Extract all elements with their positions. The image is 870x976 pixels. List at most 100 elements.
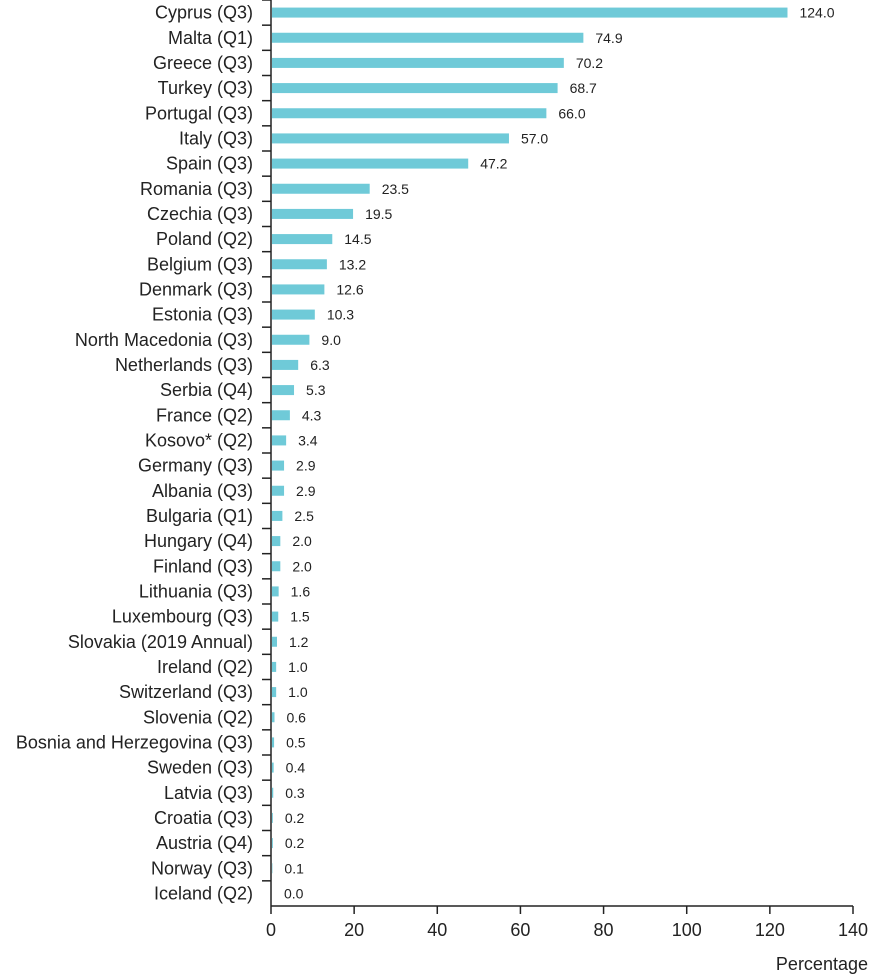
bar — [272, 510, 283, 521]
category-label: Switzerland (Q3) — [119, 682, 253, 702]
bar — [272, 586, 279, 597]
category-label: Belgium (Q3) — [147, 254, 253, 274]
category-label: Albania (Q3) — [152, 481, 253, 501]
category-label: Bulgaria (Q1) — [146, 506, 253, 526]
bar — [272, 133, 509, 144]
bar — [272, 334, 310, 345]
data-label: 19.5 — [365, 206, 392, 222]
bar — [272, 737, 275, 748]
category-label: Croatia (Q3) — [154, 808, 253, 828]
data-label: 1.2 — [289, 634, 309, 650]
data-label: 0.1 — [284, 860, 304, 876]
bar — [272, 309, 315, 320]
data-label: 74.9 — [595, 30, 622, 46]
data-label: 0.5 — [286, 734, 306, 750]
category-label: Slovenia (Q2) — [143, 707, 253, 727]
bar — [272, 259, 327, 270]
x-tick-label: 60 — [510, 920, 530, 940]
bar — [272, 661, 277, 672]
bar — [272, 57, 564, 68]
bar — [272, 385, 295, 396]
category-label: Czechia (Q3) — [147, 204, 253, 224]
bar — [272, 359, 299, 370]
category-label: Kosovo* (Q2) — [145, 430, 253, 450]
data-label: 9.0 — [321, 332, 341, 348]
x-tick-label: 40 — [427, 920, 447, 940]
data-label: 1.0 — [288, 659, 308, 675]
data-label: 47.2 — [480, 156, 507, 172]
bar — [272, 208, 354, 219]
x-tick-label: 20 — [344, 920, 364, 940]
x-tick-label: 100 — [672, 920, 702, 940]
data-label: 0.3 — [285, 785, 305, 801]
category-label: Finland (Q3) — [153, 556, 253, 576]
bar — [272, 762, 274, 773]
x-tick-label: 140 — [838, 920, 868, 940]
category-label: Estonia (Q3) — [152, 305, 253, 325]
category-label: Italy (Q3) — [179, 128, 253, 148]
data-label: 0.0 — [284, 885, 304, 901]
bar — [272, 183, 370, 194]
bar — [272, 611, 279, 622]
category-label: Sweden (Q3) — [147, 758, 253, 778]
bar — [272, 435, 287, 446]
category-labels: Cyprus (Q3) Malta (Q1) Greece (Q3) Turkey (… — [16, 3, 253, 904]
data-label: 0.2 — [285, 810, 305, 826]
data-label: 70.2 — [576, 55, 603, 71]
data-label: 5.3 — [306, 382, 326, 398]
bar — [272, 787, 274, 798]
data-label: 2.0 — [292, 558, 312, 574]
category-label: Hungary (Q4) — [144, 531, 253, 551]
category-label: Luxembourg (Q3) — [112, 607, 253, 627]
data-label: 2.5 — [294, 508, 314, 524]
value-labels: 124.0 74.9 70.2 68.7 66.0 57.0 47.2 23.5 19.5 14.… — [284, 5, 835, 902]
bar — [272, 636, 277, 647]
data-label: 3.4 — [298, 432, 318, 448]
data-label: 23.5 — [382, 181, 409, 197]
data-label: 14.5 — [344, 231, 371, 247]
bars-layer — [272, 7, 788, 874]
bar — [272, 32, 584, 43]
data-label: 13.2 — [339, 256, 366, 272]
category-label: Austria (Q4) — [156, 833, 253, 853]
bar — [272, 561, 281, 572]
data-label: 1.0 — [288, 684, 308, 700]
category-label: Denmark (Q3) — [139, 279, 253, 299]
category-label: Cyprus (Q3) — [155, 3, 253, 23]
bar — [272, 536, 281, 547]
bar — [272, 234, 333, 245]
category-label: Lithuania (Q3) — [139, 581, 253, 601]
category-label: Portugal (Q3) — [145, 103, 253, 123]
bar — [272, 838, 273, 849]
bar — [272, 158, 469, 169]
category-label: North Macedonia (Q3) — [75, 330, 253, 350]
data-label: 2.9 — [296, 483, 316, 499]
data-label: 2.0 — [292, 533, 312, 549]
bar — [272, 812, 273, 823]
bar — [272, 7, 788, 18]
data-label: 0.4 — [286, 760, 306, 776]
category-label: Turkey (Q3) — [158, 78, 253, 98]
bar — [272, 687, 277, 698]
data-label: 68.7 — [570, 80, 597, 96]
data-label: 1.6 — [291, 583, 311, 599]
category-label: Ireland (Q2) — [157, 657, 253, 677]
category-label: France (Q2) — [156, 405, 253, 425]
category-label: Greece (Q3) — [153, 53, 253, 73]
data-label: 0.2 — [285, 835, 305, 851]
data-label: 12.6 — [336, 281, 363, 297]
axes: 0 20 40 60 80 100 120 140 — [262, 0, 868, 940]
bar — [272, 284, 325, 295]
data-label: 2.9 — [296, 458, 316, 474]
data-label: 4.3 — [302, 407, 322, 423]
x-tick-label: 120 — [755, 920, 785, 940]
bar — [272, 485, 285, 496]
category-label: Poland (Q2) — [156, 229, 253, 249]
bar — [272, 712, 275, 723]
category-label: Serbia (Q4) — [160, 380, 253, 400]
category-label: Germany (Q3) — [138, 456, 253, 476]
bar — [272, 108, 547, 119]
category-label: Malta (Q1) — [168, 28, 253, 48]
category-label: Romania (Q3) — [140, 179, 253, 199]
